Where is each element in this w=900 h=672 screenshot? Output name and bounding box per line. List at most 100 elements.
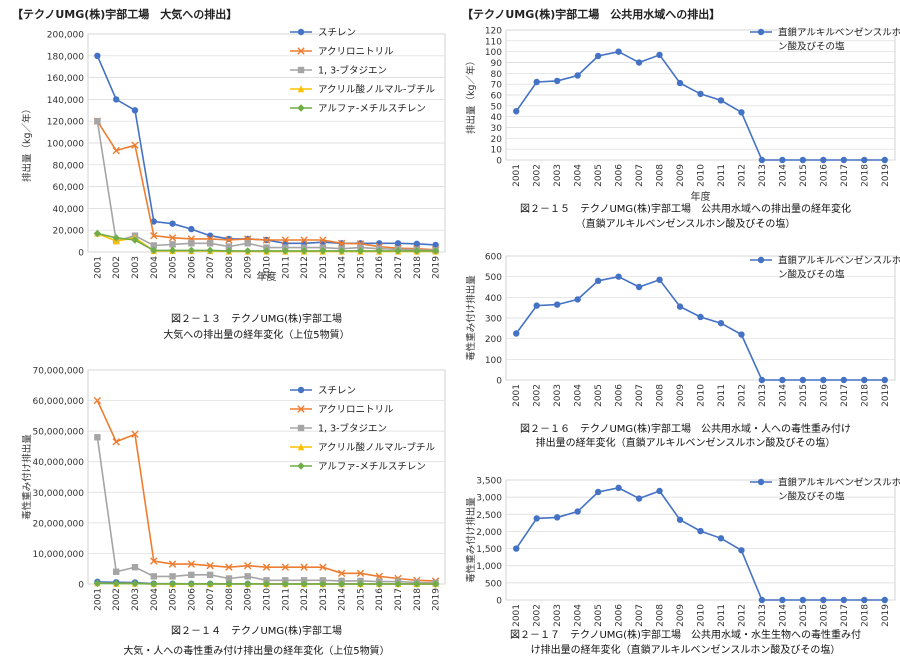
data-point: [615, 273, 622, 280]
data-point: [337, 247, 346, 255]
y-tick-label: 80,000: [53, 161, 85, 171]
x-tick-label: 2016: [375, 256, 385, 279]
data-point: [187, 246, 196, 255]
y-tick-label: 60,000: [53, 183, 85, 193]
data-point: [820, 596, 827, 604]
legend-label: ン酸及びその塩: [778, 41, 845, 53]
y-tick-label: 3,000: [476, 494, 502, 504]
section-title-air: 【テクノUMG(株)宇部工場 大気への排出】: [12, 8, 238, 21]
data-point: [94, 118, 101, 125]
data-point: [225, 235, 233, 243]
x-tick-label: 2017: [840, 604, 850, 627]
y-tick-label: 200,000: [47, 31, 84, 41]
data-point: [300, 563, 308, 571]
x-tick-label: 2004: [150, 588, 160, 611]
data-point: [356, 247, 365, 255]
legend: 直鎖アルキルベンゼンスルホン酸及びその塩: [750, 255, 900, 281]
y-tick-label: 100,000: [47, 140, 84, 150]
legend-label: 直鎖アルキルベンゼンスルホ: [778, 477, 900, 489]
data-point: [112, 146, 120, 155]
legend-label: 1, 3-ブタジエン: [318, 65, 387, 77]
data-point: [513, 545, 520, 552]
data-point: [738, 331, 745, 338]
legend-marker: [297, 85, 305, 93]
legend-marker: [297, 443, 305, 451]
data-point: [779, 156, 786, 164]
data-point: [594, 52, 602, 60]
legend-marker: [297, 47, 305, 55]
data-point: [676, 516, 684, 523]
data-point: [244, 247, 252, 255]
legend-marker: [297, 424, 305, 432]
y-tick-label: 0: [78, 249, 84, 259]
x-tick-label: 2011: [717, 604, 727, 627]
y-tick-label: 70: [491, 81, 503, 91]
data-point: [413, 240, 421, 248]
legend-marker: [757, 256, 765, 264]
data-point: [840, 156, 848, 164]
data-point: [635, 59, 643, 66]
data-point: [337, 569, 346, 577]
x-tick-label: 2016: [819, 384, 829, 407]
data-point: [553, 301, 561, 308]
data-point: [635, 495, 643, 502]
y-axis-title: 毒性重み付け排出量: [21, 434, 33, 520]
data-point: [717, 319, 725, 327]
data-point: [840, 376, 848, 384]
x-tick-label: 2011: [281, 256, 291, 279]
data-point: [300, 247, 308, 255]
data-point: [738, 547, 745, 554]
data-point: [717, 535, 725, 542]
data-point: [553, 514, 561, 521]
y-tick-label: 200: [485, 335, 502, 345]
data-point: [300, 236, 308, 244]
data-point: [758, 596, 766, 604]
data-point: [131, 141, 139, 149]
x-tick-label: 2007: [635, 604, 645, 627]
data-point: [394, 247, 402, 255]
y-tick-label: 60,000,000: [32, 397, 84, 407]
data-point: [861, 156, 868, 164]
y-tick-label: 0: [496, 157, 502, 167]
x-tick-label: 2008: [225, 256, 235, 279]
y-tick-label: 400: [485, 294, 502, 304]
data-point: [319, 247, 327, 255]
legend-label: アクリル酸ノルマル-ブチル: [318, 84, 435, 96]
y-tick-label: 20,000,000: [32, 519, 84, 529]
y-tick-label: 120,000: [47, 118, 84, 128]
data-point: [262, 247, 271, 255]
x-tick-label: 2018: [413, 588, 423, 611]
legend-label: ン酸及びその塩: [778, 269, 845, 281]
x-tick-label: 2008: [656, 164, 666, 187]
x-tick-label: 2010: [697, 164, 707, 187]
legend-label: 直鎖アルキルベンゼンスルホ: [778, 27, 900, 39]
x-tick-label: 2019: [432, 588, 442, 611]
y-axis-title: 毒性重み付け排出量: [465, 275, 477, 361]
x-tick-label: 2015: [356, 588, 366, 611]
data-point: [225, 563, 233, 571]
data-point: [281, 236, 289, 244]
y-tick-label: 30: [491, 124, 503, 134]
x-tick-label: 2019: [881, 164, 891, 187]
data-point: [93, 396, 102, 405]
y-tick-label: 40,000: [53, 205, 85, 215]
x-tick-label: 2015: [799, 164, 809, 187]
legend: 直鎖アルキルベンゼンスルホン酸及びその塩: [750, 477, 900, 503]
legend-label: アクリル酸ノルマル-ブチル: [318, 442, 435, 454]
data-point: [840, 596, 848, 604]
legend-marker: [297, 386, 305, 394]
x-tick-label: 2008: [225, 588, 235, 611]
x-tick-label: 2017: [394, 588, 404, 611]
y-tick-label: 2,000: [476, 528, 502, 538]
data-point: [244, 240, 251, 247]
data-point: [697, 527, 704, 535]
x-tick-label: 2004: [574, 604, 584, 627]
x-tick-label: 2010: [697, 604, 707, 627]
data-point: [225, 236, 233, 244]
x-tick-label: 2016: [819, 164, 829, 187]
plot-area: [87, 369, 446, 585]
x-tick-label: 2003: [553, 604, 563, 627]
data-point: [150, 242, 157, 249]
